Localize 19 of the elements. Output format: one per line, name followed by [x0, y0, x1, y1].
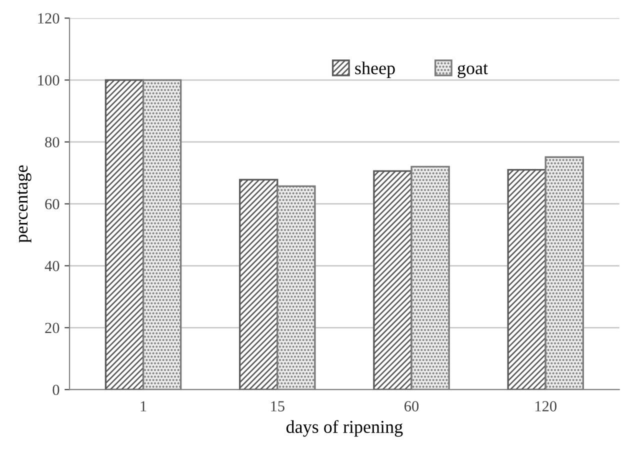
y-axis-title: percentage — [17, 165, 32, 243]
bar — [104, 79, 144, 390]
y-tick-label: 0 — [52, 384, 60, 396]
y-tick-label: 80 — [45, 137, 60, 148]
legend-label: goat — [458, 64, 488, 78]
bar — [373, 170, 412, 390]
bar — [239, 178, 278, 390]
y-tick-label: 120 — [38, 13, 60, 24]
y-tick-label: 100 — [38, 75, 60, 86]
x-tick-label: 120 — [535, 401, 556, 412]
legend-label: sheep — [355, 62, 395, 78]
x-axis-title: days of ripening — [286, 420, 403, 437]
y-tick-label: 40 — [44, 260, 60, 272]
x-tick-label: 60 — [404, 401, 419, 412]
x-tick-label: 1 — [140, 401, 146, 412]
y-tick-label: 20 — [45, 322, 60, 334]
bar — [507, 168, 546, 390]
y-tick-label: 60 — [45, 198, 60, 210]
x-tick-label: 15 — [271, 401, 284, 412]
